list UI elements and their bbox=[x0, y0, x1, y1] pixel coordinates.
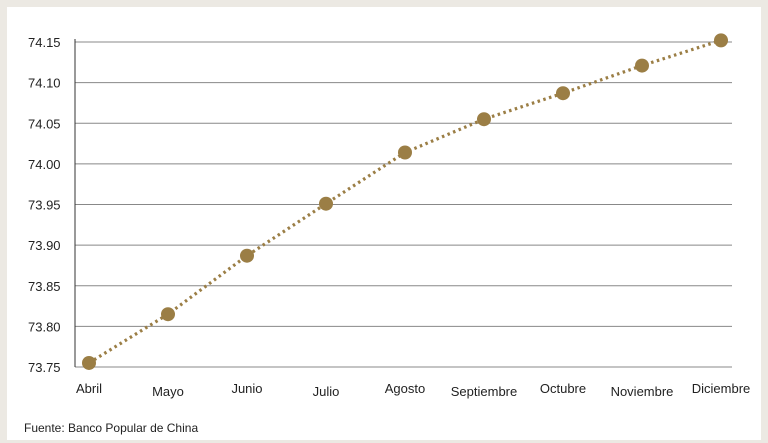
x-tick-label: Noviembre bbox=[611, 384, 674, 399]
x-tick-label: Mayo bbox=[152, 384, 184, 399]
y-tick-label: 73.85 bbox=[28, 279, 61, 294]
series-line bbox=[88, 38, 722, 365]
y-tick-labels: 73.75 73.80 73.85 73.90 73.95 74.00 74.05 74.10… bbox=[28, 35, 61, 375]
x-tick-label: Octubre bbox=[540, 381, 586, 396]
x-tick-labels: Abril Mayo Junio Julio Agosto Septiembre Octub… bbox=[76, 381, 750, 399]
data-point bbox=[240, 248, 254, 263]
data-point bbox=[635, 58, 649, 73]
data-point bbox=[82, 355, 96, 370]
x-tick-label: Agosto bbox=[385, 381, 425, 396]
y-tick-label: 74.00 bbox=[28, 157, 61, 172]
series-line-path bbox=[88, 38, 722, 365]
data-point bbox=[477, 112, 491, 127]
data-point bbox=[398, 145, 412, 160]
y-tick-label: 74.10 bbox=[28, 76, 61, 91]
line-chart: 73.75 73.80 73.85 73.90 73.95 74.00 74.05 74.10… bbox=[28, 33, 750, 399]
y-tick-label: 74.05 bbox=[28, 116, 61, 131]
data-point bbox=[319, 196, 333, 211]
y-tick-label: 73.80 bbox=[28, 319, 61, 334]
x-tick-label: Septiembre bbox=[451, 384, 517, 399]
x-tick-label: Abril bbox=[76, 381, 102, 396]
x-tick-label: Julio bbox=[313, 384, 340, 399]
gridlines bbox=[75, 41, 732, 368]
chart-panel: 73.75 73.80 73.85 73.90 73.95 74.00 74.05 74.10… bbox=[7, 7, 761, 440]
y-tick-label: 73.90 bbox=[28, 238, 61, 253]
data-point bbox=[161, 307, 175, 322]
data-point bbox=[556, 86, 570, 101]
x-tick-label: Diciembre bbox=[692, 381, 751, 396]
y-tick-label: 73.75 bbox=[28, 360, 61, 375]
source-note: Fuente: Banco Popular de China bbox=[24, 421, 199, 435]
data-points bbox=[82, 33, 728, 370]
data-point bbox=[714, 33, 728, 48]
y-tick-label: 73.95 bbox=[28, 198, 61, 213]
y-tick-label: 74.15 bbox=[28, 35, 61, 50]
x-tick-label: Junio bbox=[231, 381, 262, 396]
